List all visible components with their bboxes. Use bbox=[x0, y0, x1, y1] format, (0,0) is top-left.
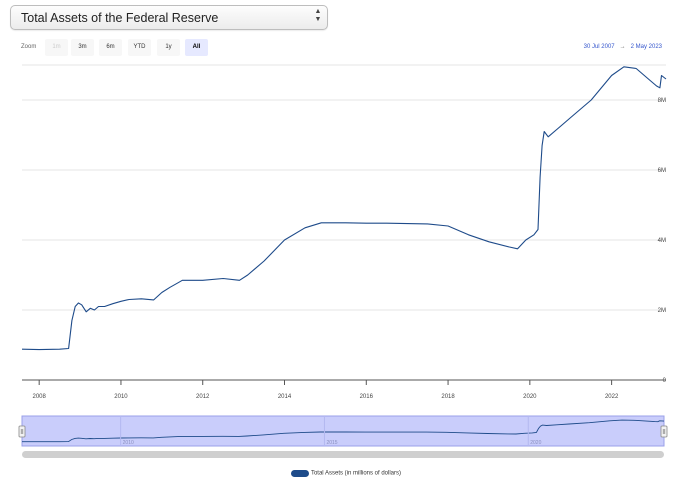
x-tick-label: 2016 bbox=[360, 394, 374, 400]
x-tick-label: 2008 bbox=[32, 394, 46, 400]
zoom-button-3m[interactable]: 3m bbox=[71, 39, 94, 56]
zoom-button-all[interactable]: All bbox=[185, 39, 208, 56]
navigator-handle-left[interactable] bbox=[18, 425, 26, 438]
range-from-input[interactable]: 30 Jul 2007 bbox=[583, 44, 615, 50]
navigator-selection bbox=[21, 415, 665, 447]
x-tick-label: 2020 bbox=[523, 394, 537, 400]
zoom-button-1m[interactable]: 1m bbox=[45, 39, 68, 56]
x-tick-label: 2010 bbox=[114, 394, 128, 400]
date-range: 30 Jul 2007 → 2 May 2023 bbox=[584, 44, 662, 50]
x-tick-label: 2022 bbox=[605, 394, 619, 400]
y-tick-label: 4M bbox=[658, 238, 666, 244]
navigator-series-line bbox=[22, 419, 665, 443]
y-tick-label: 2M bbox=[658, 308, 666, 314]
zoom-label: Zoom bbox=[21, 44, 37, 50]
select-arrows-icon: ▲ ▼ bbox=[314, 8, 322, 23]
navigator-handle-right[interactable] bbox=[660, 425, 668, 438]
range-to-input[interactable]: 2 May 2023 bbox=[630, 44, 662, 50]
x-tick-label: 2014 bbox=[278, 394, 292, 400]
y-tick-label: 0 bbox=[663, 378, 667, 384]
range-arrow-icon: → bbox=[619, 44, 626, 50]
navigator-scrollbar[interactable] bbox=[22, 451, 664, 458]
navigator-label: 2010 bbox=[123, 440, 134, 446]
x-tick-label: 2012 bbox=[196, 394, 210, 400]
series-select-value: Total Assets of the Federal Reserve bbox=[21, 11, 219, 25]
zoom-button-6m[interactable]: 6m bbox=[99, 39, 122, 56]
series-line bbox=[21, 66, 667, 351]
y-tick-label: 8M bbox=[658, 98, 666, 104]
x-tick-label: 2018 bbox=[441, 394, 455, 400]
navigator-label: 2020 bbox=[530, 440, 541, 446]
legend-label: Total Assets (in millions of dollars) bbox=[310, 470, 402, 477]
y-tick-label: 6M bbox=[658, 168, 666, 174]
series-select[interactable]: Total Assets of the Federal Reserve ▲ ▼ bbox=[10, 5, 328, 30]
legend[interactable]: Total Assets (in millions of dollars) bbox=[0, 470, 692, 477]
zoom-button-1y[interactable]: 1y bbox=[157, 39, 180, 56]
navigator-label: 2015 bbox=[326, 440, 337, 446]
legend-swatch bbox=[290, 470, 309, 477]
zoom-button-ytd[interactable]: YTD bbox=[128, 39, 151, 56]
